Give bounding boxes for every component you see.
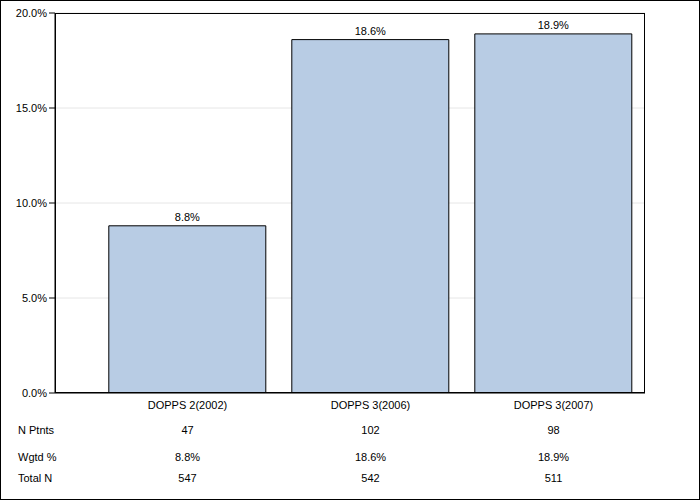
html-text:542: 542	[361, 472, 380, 484]
svg-text:18.9%: 18.9%	[538, 19, 569, 31]
html-text:98: 98	[547, 424, 560, 436]
html-text:Total N: Total N	[18, 472, 53, 484]
svg-text:DOPPS 3(2006): DOPPS 3(2006)	[331, 399, 410, 411]
svg-text:0.0%: 0.0%	[22, 387, 47, 399]
html-text:18.6%: 18.6%	[354, 451, 387, 463]
html-text:8.8%: 8.8%	[175, 451, 200, 463]
svg-text:15.0%: 15.0%	[16, 102, 47, 114]
html-text:47: 47	[181, 424, 194, 436]
svg-text:DOPPS 3(2007): DOPPS 3(2007)	[514, 399, 593, 411]
html-text:Wgtd %: Wgtd %	[18, 451, 57, 463]
svg-text:5.0%: 5.0%	[22, 292, 47, 304]
html-text:102: 102	[361, 424, 380, 436]
html-text:N Ptnts: N Ptnts	[18, 424, 55, 436]
svg-text:20.0%: 20.0%	[16, 7, 47, 19]
html-text:511: 511	[544, 472, 563, 484]
svg-text:8.8%: 8.8%	[175, 211, 200, 223]
html-text:18.9%: 18.9%	[537, 451, 570, 463]
html-text:547: 547	[178, 472, 197, 484]
svg-text:10.0%: 10.0%	[16, 197, 47, 209]
svg-text:18.6%: 18.6%	[355, 25, 386, 37]
svg-text:DOPPS 2(2002): DOPPS 2(2002)	[148, 399, 227, 411]
